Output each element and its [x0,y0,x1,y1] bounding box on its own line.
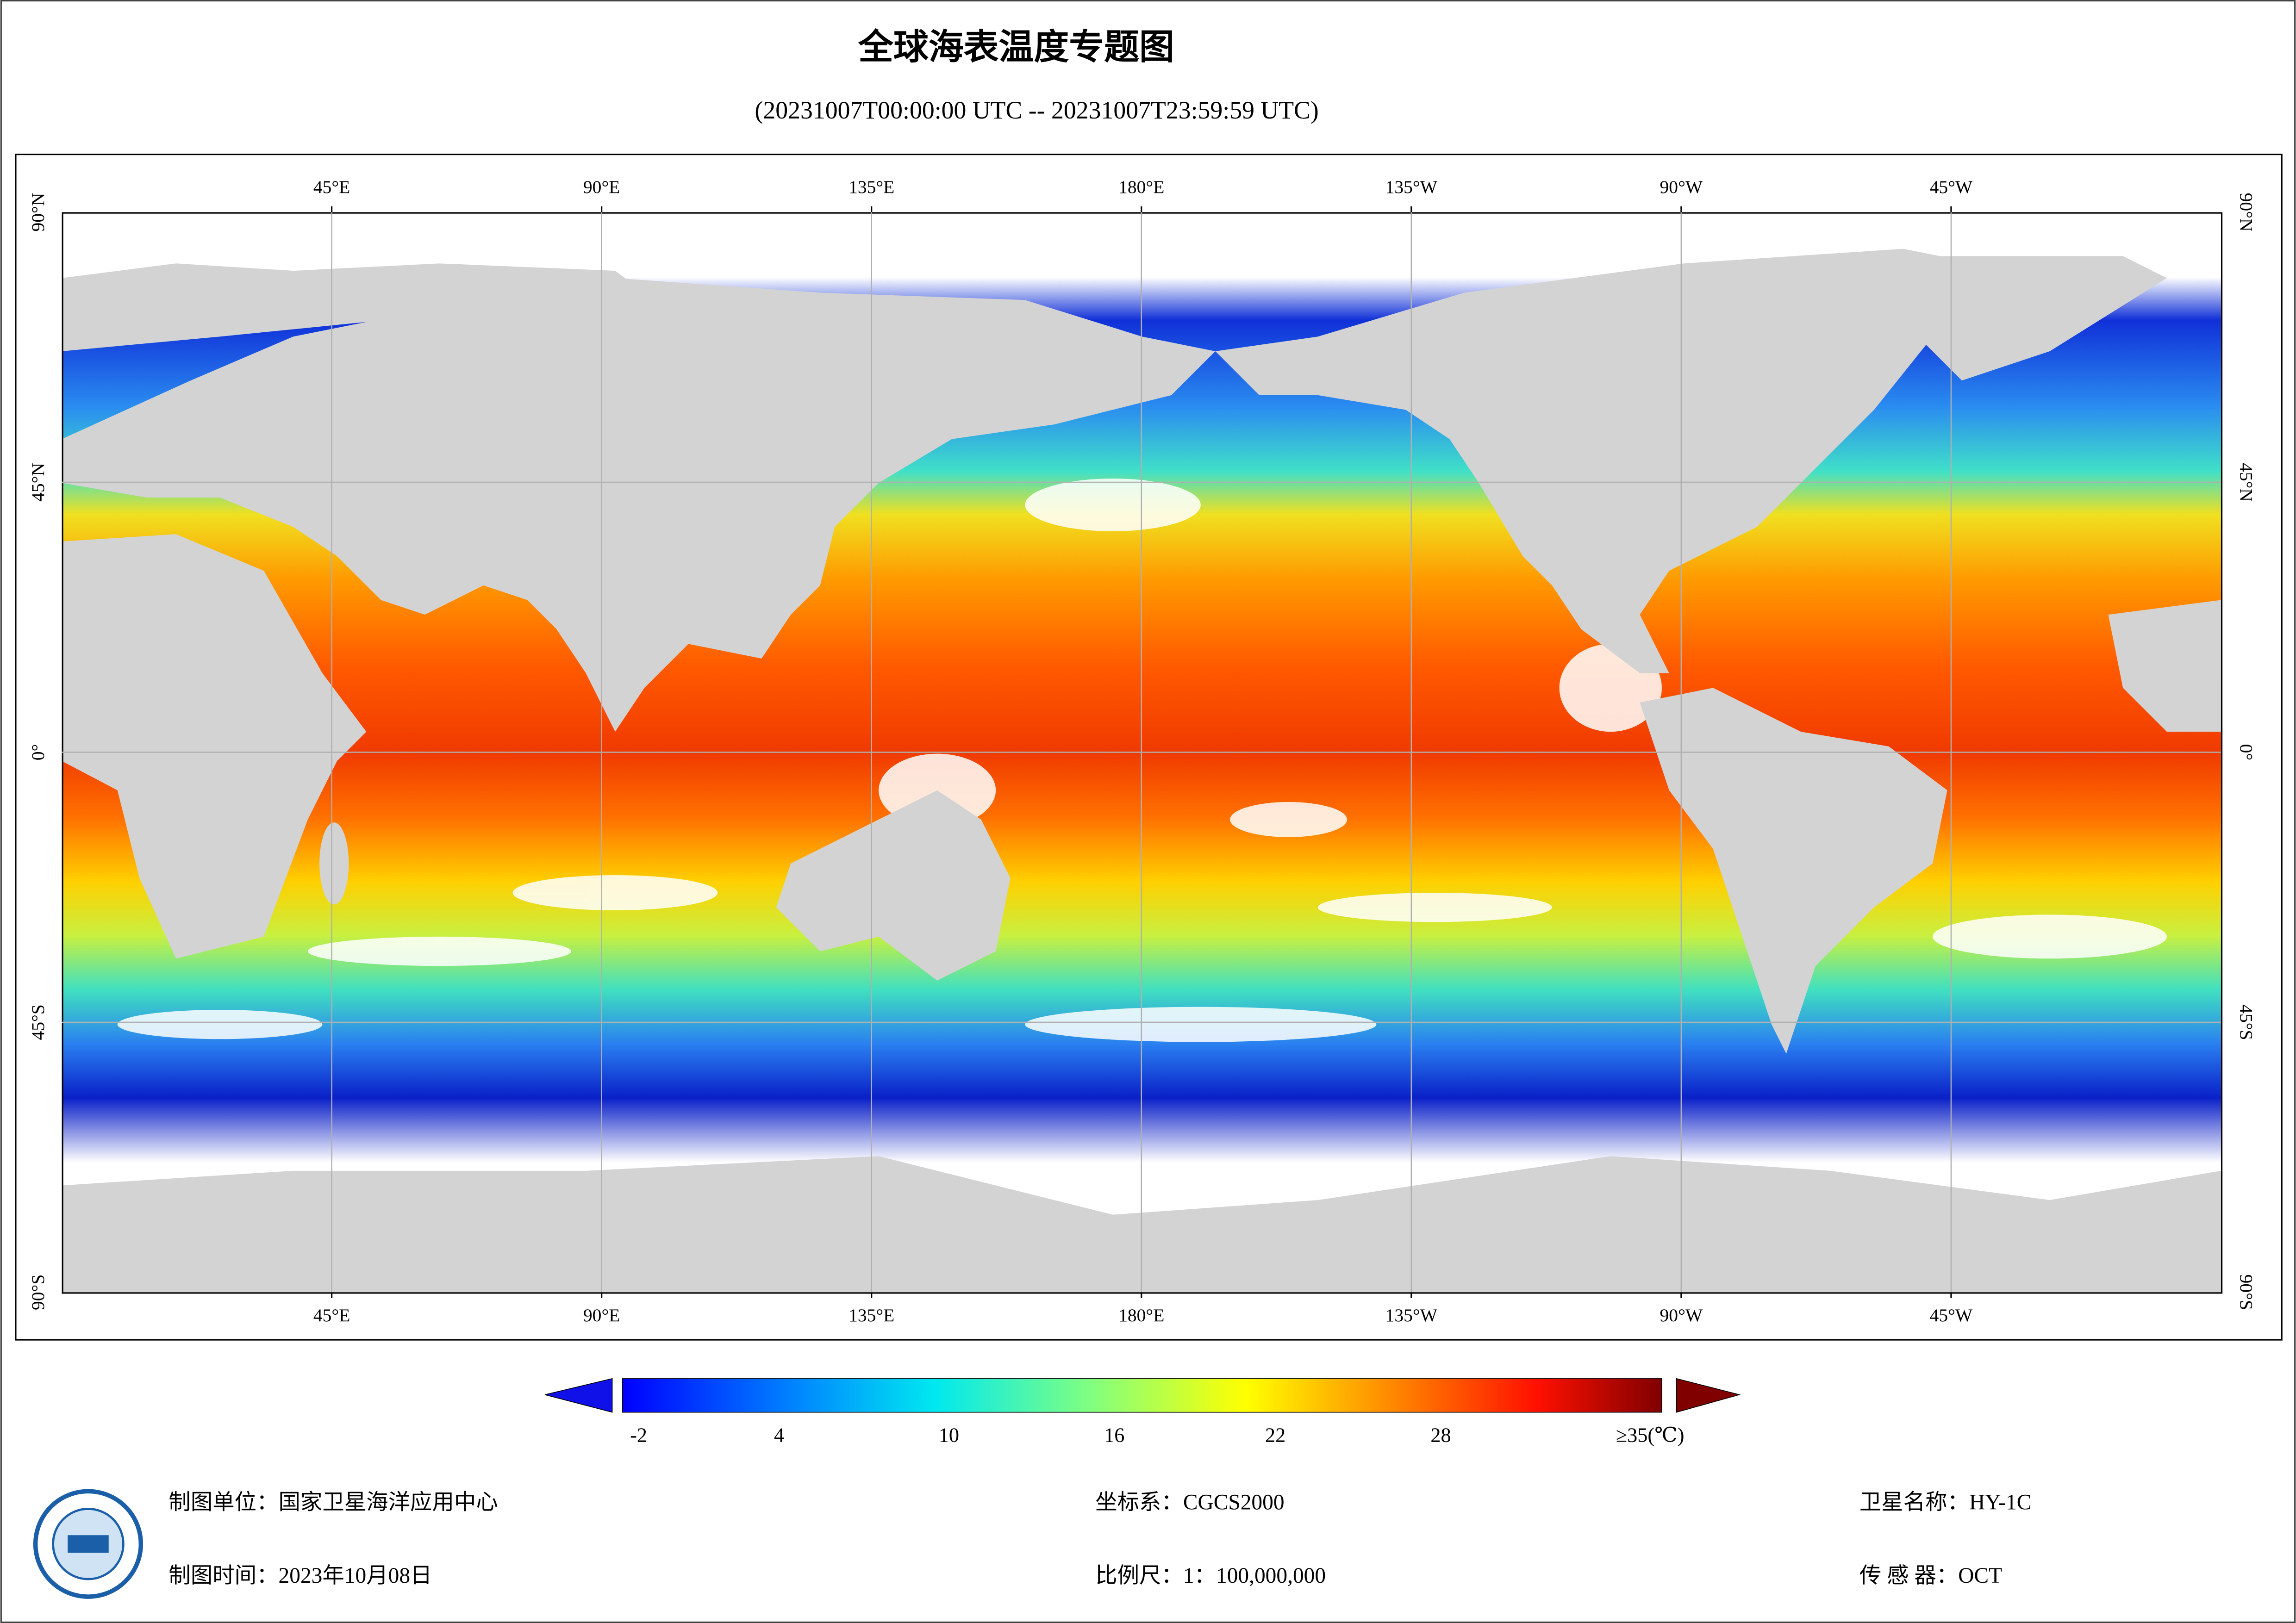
map-frame [15,154,2283,1341]
map-date: 制图时间：2023年10月08日 [168,1564,432,1588]
colorbar-label: 28 [1430,1424,1451,1447]
colorbar-label: 22 [1265,1424,1285,1447]
colorbar-labels: -2 4 10 16 22 28 ≥35(℃) [630,1424,1684,1447]
lat-label: 45°N [28,463,48,502]
subtitle: (20231007T00:00:00 UTC -- 20231007T23:59… [755,96,1319,124]
lat-label: 0° [2236,744,2257,761]
graticule: 45°E 45°E 90°E 90°E 135°E 135°E 180°E 180°E 135°… [28,177,2256,1325]
logo [33,1489,144,1599]
cloud-gaps [117,479,2167,1042]
colorbar-label: 16 [1104,1424,1124,1447]
lon-label: 45°E [313,177,350,197]
colorbar-label: ≥35(℃) [1616,1424,1685,1447]
lat-label: 45°N [2236,463,2257,502]
lat-label: 90°N [2236,193,2257,232]
lon-label: 135°W [1385,1305,1438,1325]
lon-label: 180°E [1118,1305,1164,1325]
colorbar-label: 4 [774,1424,784,1447]
lat-label: 45°S [28,1004,48,1040]
lon-label: 90°W [1660,1305,1703,1325]
satellite: 卫星名称：HY-1C [1859,1491,2031,1515]
lon-label: 90°W [1660,177,1703,197]
lon-label: 135°W [1385,177,1438,197]
colorbar-high-arrow [1676,1378,1741,1413]
colorbar-low-arrow [544,1378,613,1413]
sensor: 传 感 器：OCT [1859,1564,2002,1588]
lon-label: 90°E [583,177,620,197]
lon-label: 135°E [849,1305,894,1325]
colorbar-label: -2 [630,1424,647,1447]
lon-label: 90°E [583,1305,620,1325]
colorbar-label: 10 [939,1424,959,1447]
lat-label: 90°N [28,193,48,232]
lon-label: 180°E [1118,177,1164,197]
lat-label: 90°S [28,1275,48,1310]
lat-label: 45°S [2236,1004,2257,1040]
title: 全球海表温度专题图 [858,28,1174,67]
lat-label: 0° [28,744,48,761]
scale: 比例尺：1：100,000,000 [1095,1564,1326,1588]
lon-label: 45°W [1930,1305,1973,1325]
colorbar [622,1378,1662,1413]
lon-label: 135°E [849,177,894,197]
map-unit: 制图单位：国家卫星海洋应用中心 [168,1491,498,1515]
lon-label: 45°E [313,1305,350,1325]
lon-label: 45°W [1930,177,1973,197]
coordinate-system: 坐标系：CGCS2000 [1095,1491,1284,1515]
lat-label: 90°S [2236,1275,2257,1310]
